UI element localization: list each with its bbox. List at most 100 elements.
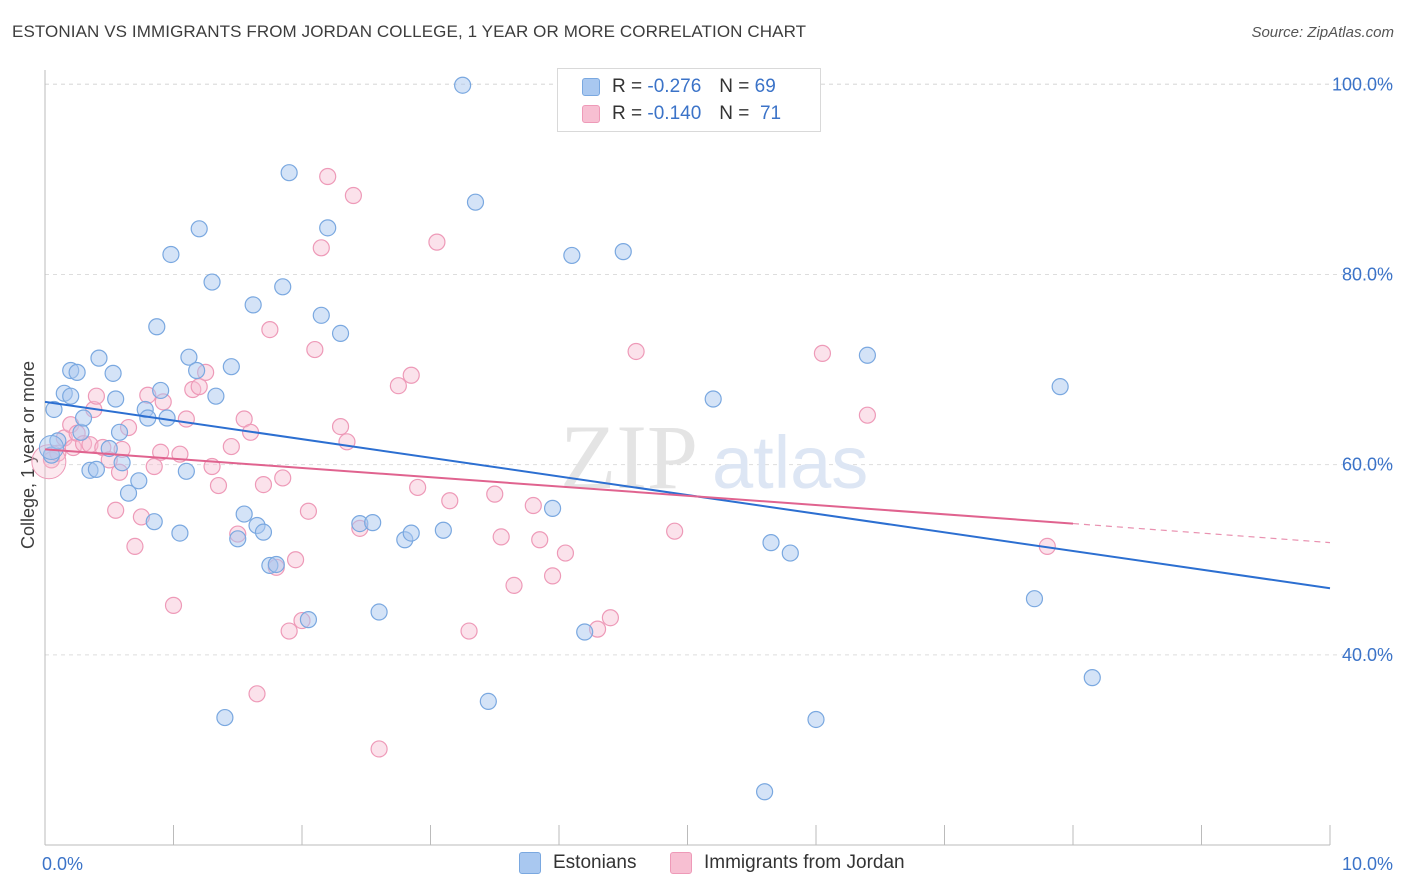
estonians-point [177, 462, 195, 480]
estonians-swatch [582, 78, 600, 96]
r-label: R = [612, 76, 643, 97]
n-label: N = [719, 103, 750, 124]
jordan-point [107, 501, 125, 519]
series-legend: Estonians Immigrants from Jordan [0, 852, 1406, 878]
estonians-point [454, 76, 472, 94]
estonians-point [858, 346, 877, 364]
estonians-point [274, 278, 292, 296]
estonians-point [267, 555, 285, 574]
estonians-point [162, 245, 180, 264]
estonians-point [254, 523, 273, 541]
jordan-point [261, 321, 279, 339]
jordan-point [164, 596, 183, 614]
estonians-point [180, 348, 198, 366]
watermark-atlas: atlas [712, 421, 868, 504]
estonians-point [762, 534, 780, 552]
estonians-point [45, 400, 63, 419]
estonians-point [312, 306, 330, 324]
estonians-point [280, 164, 298, 182]
estonians-point [466, 193, 485, 211]
estonians-point [72, 423, 90, 441]
estonians-point [704, 390, 722, 408]
jordan-point [222, 437, 240, 456]
estonians-point [68, 363, 86, 381]
estonians-point [62, 387, 80, 405]
correlation-legend: R = -0.276 N = 69 R = -0.140 N = 71 [557, 68, 821, 132]
estonians-point [130, 472, 148, 490]
estonians-point [614, 243, 632, 261]
jordan-point [813, 344, 832, 362]
series-jordan-points [31, 167, 1056, 758]
jordan-swatch [582, 105, 600, 123]
jordan-point [306, 340, 324, 359]
jordan-point [524, 496, 542, 515]
jordan-point [152, 443, 170, 461]
source-label: Source: ZipAtlas.com [1251, 24, 1394, 41]
y-tick-label: 40.0% [1342, 645, 1393, 665]
estonians-point [576, 623, 594, 641]
jordan-point [556, 544, 575, 562]
n-value: 69 [754, 76, 776, 97]
estonians-point [434, 521, 452, 539]
y-tick-label: 60.0% [1342, 455, 1393, 475]
jordan-point [312, 239, 330, 257]
estonians-point [1051, 378, 1069, 396]
jordan-point [248, 685, 266, 703]
jordan-point [145, 457, 163, 476]
y-axis-label: College, 1 year or more [18, 361, 38, 549]
legend-item-jordan[interactable]: Immigrants from Jordan [670, 852, 905, 874]
jordan-point [331, 417, 350, 436]
y-tick-label: 100.0% [1332, 74, 1393, 94]
jordan-point [280, 622, 298, 640]
trend-lines [44, 400, 1331, 590]
estonians-legend-swatch [519, 852, 541, 874]
estonians-point [807, 710, 825, 729]
estonians-point [104, 364, 122, 382]
estonians-point [563, 246, 581, 265]
jordan-point [858, 406, 877, 424]
estonians-point [171, 524, 189, 542]
estonians-point [90, 349, 108, 367]
jordan-trend-extension [1072, 522, 1331, 544]
jordan-point [492, 528, 510, 546]
jordan-point [299, 502, 318, 520]
legend-item-estonians[interactable]: Estonians [519, 852, 636, 874]
jordan-point [254, 476, 273, 494]
legend-label-estonians: Estonians [553, 852, 637, 873]
estonians-point [87, 460, 106, 478]
estonians-point [319, 219, 337, 237]
series-estonians-points [38, 76, 1101, 801]
jordan-point [601, 609, 620, 627]
estonians-point [100, 439, 118, 458]
gridlines [45, 83, 1392, 656]
estonians-point [1025, 590, 1044, 608]
estonians-point [755, 783, 774, 801]
jordan-point [666, 522, 684, 540]
jordan-point [389, 377, 407, 395]
estonians-point [244, 296, 262, 314]
estonians-point [38, 435, 64, 461]
jordan-point [370, 740, 388, 758]
jordan-point [190, 378, 208, 396]
estonians-point [229, 530, 247, 548]
estonians-point [188, 361, 206, 380]
jordan-point [274, 469, 292, 487]
n-label: N = [719, 76, 750, 97]
estonians-point [113, 454, 131, 472]
jordan-point [209, 476, 228, 495]
estonians-point [222, 358, 240, 376]
estonians-point [190, 220, 208, 238]
jordan-point [409, 478, 427, 497]
jordan-point [344, 186, 362, 205]
x-tick-label: 10.0% [1342, 854, 1393, 874]
jordan-point [441, 492, 459, 510]
estonians-point [1083, 669, 1101, 687]
x-tick-label: 0.0% [42, 854, 83, 874]
jordan-point [627, 342, 645, 361]
estonians-point [152, 381, 170, 400]
jordan-point [286, 551, 305, 569]
r-value: -0.276 [647, 76, 702, 97]
estonians-point [781, 544, 799, 562]
jordan-trend-line [44, 448, 1074, 525]
